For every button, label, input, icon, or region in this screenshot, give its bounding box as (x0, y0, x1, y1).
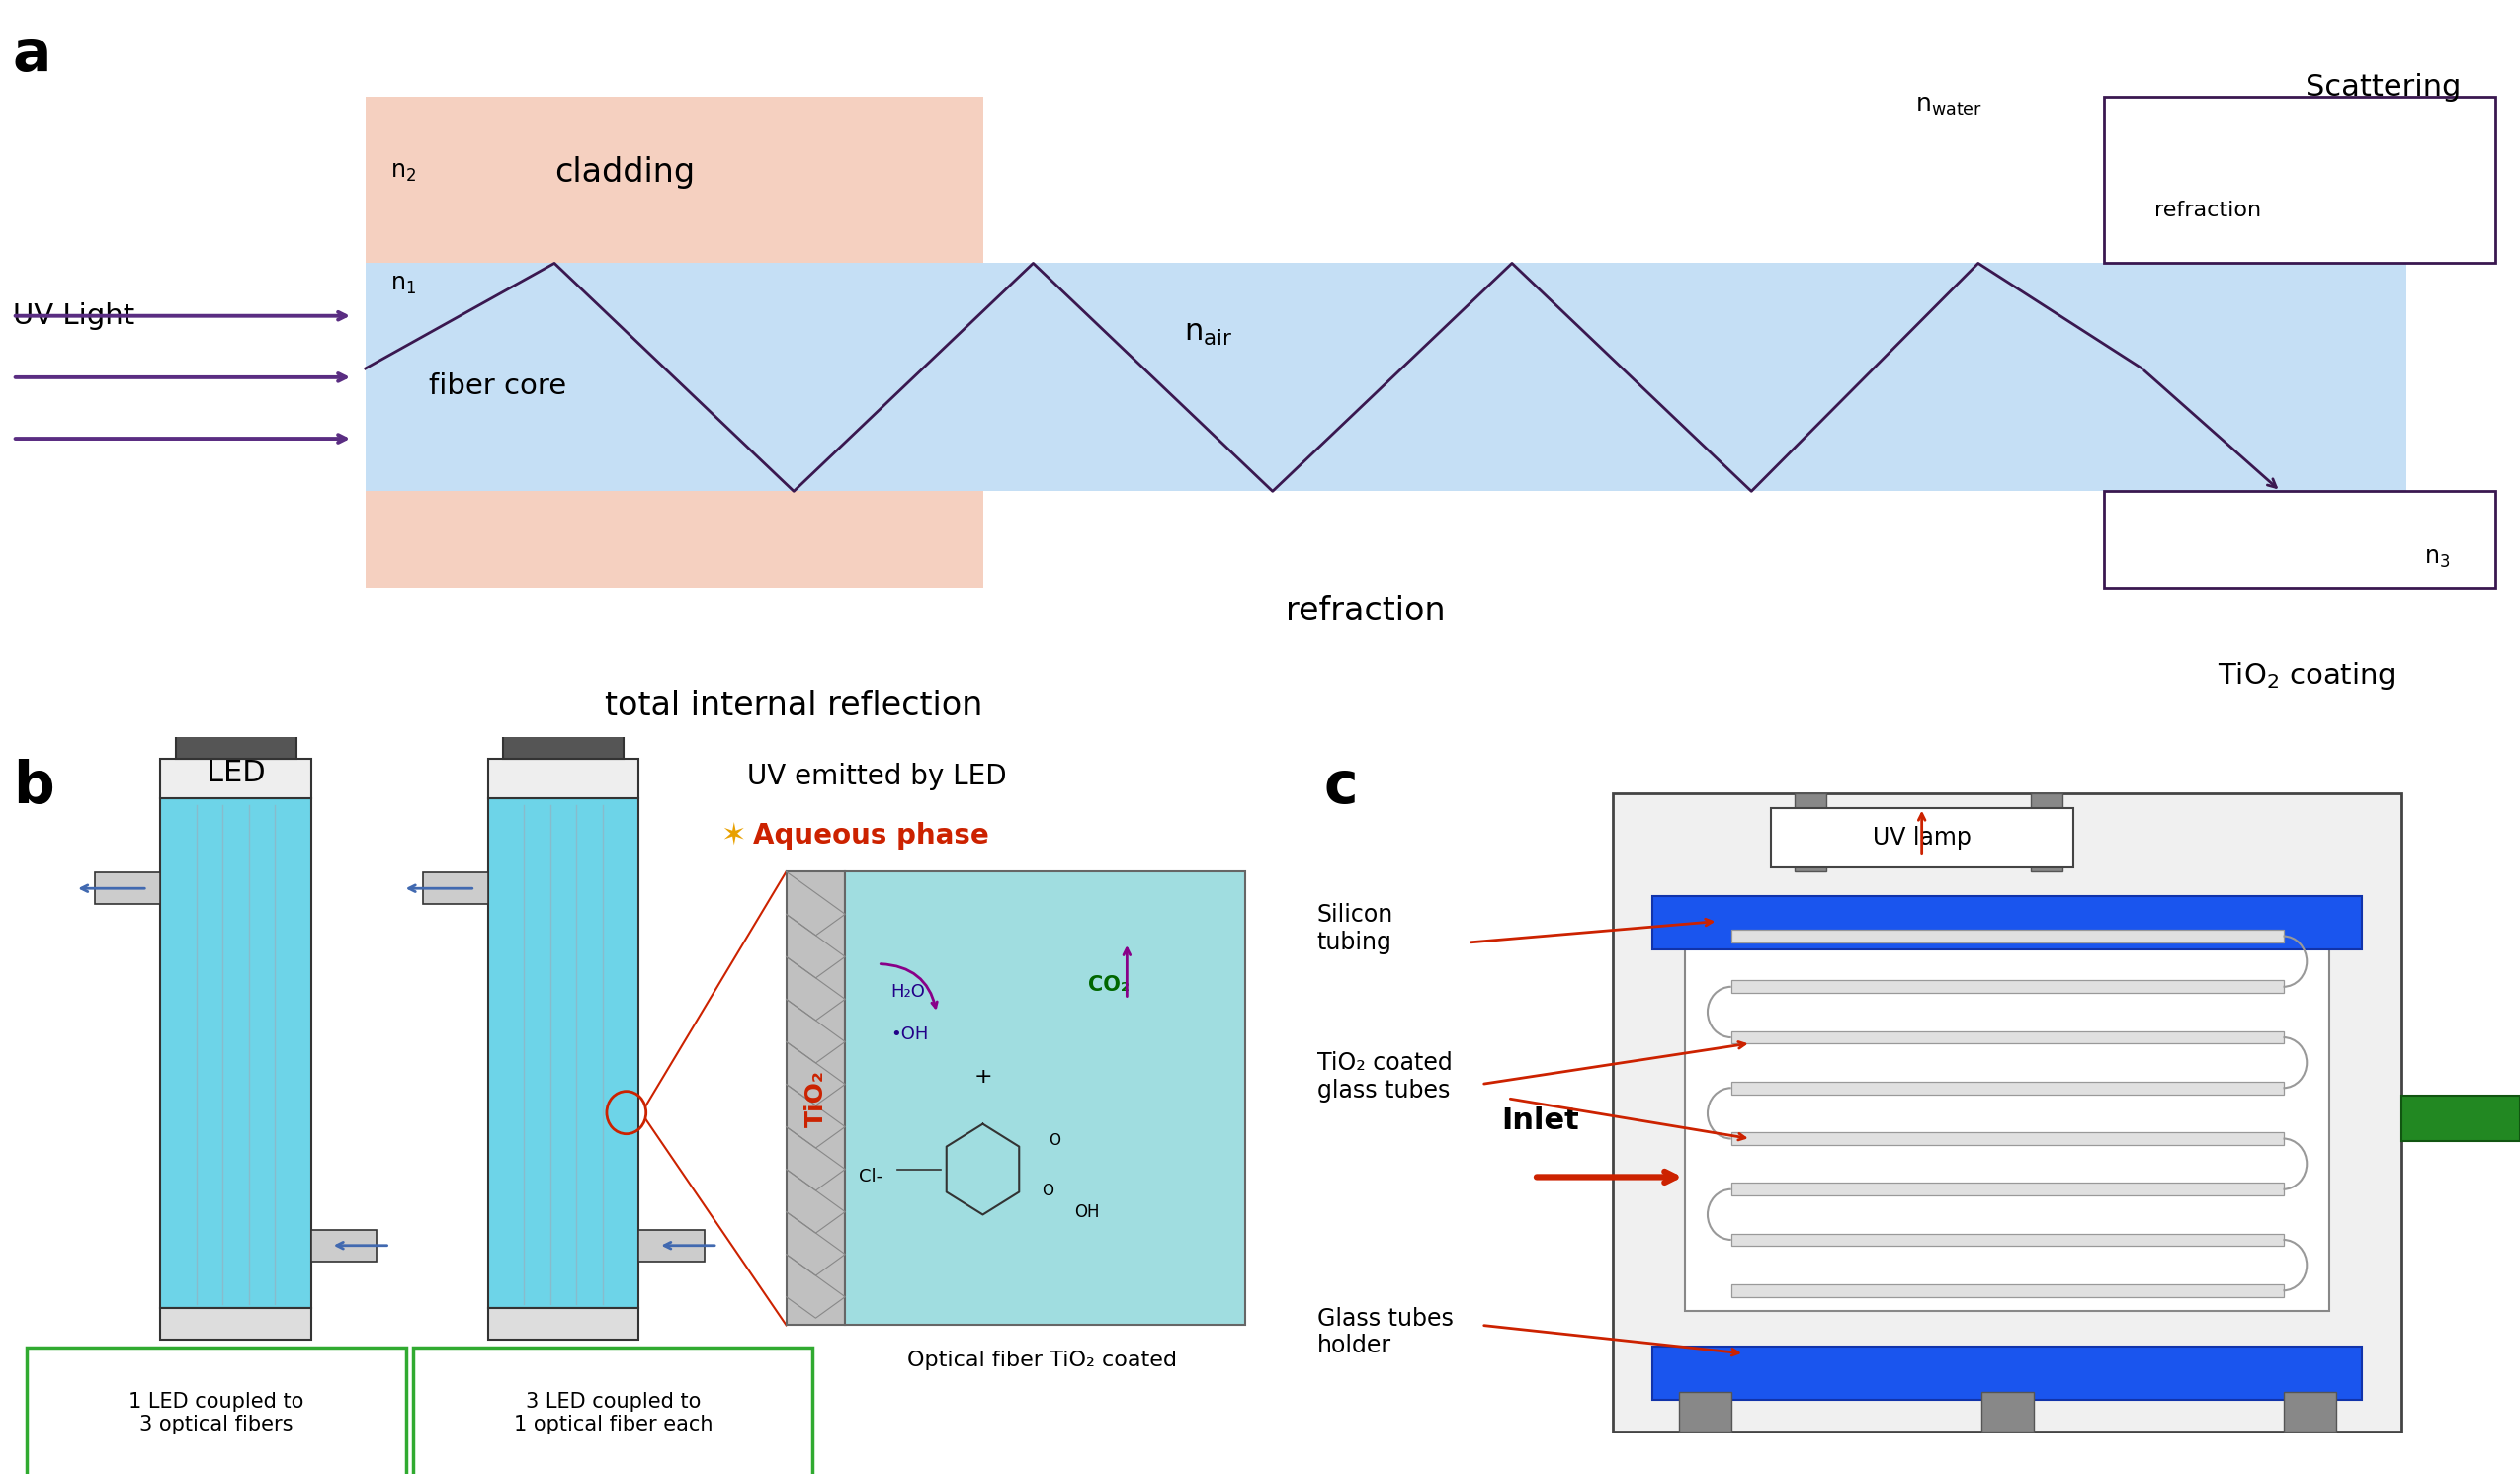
Bar (423, 873, 489, 904)
Bar (491, 684, 537, 727)
Text: +: + (973, 1067, 993, 1086)
Bar (844, 871, 1245, 1325)
Bar (1731, 1132, 2283, 1145)
Text: n$_2$: n$_2$ (391, 161, 416, 184)
Text: refraction: refraction (2155, 200, 2260, 221)
Bar (96, 873, 161, 904)
Text: Cl-: Cl- (859, 1167, 882, 1185)
Bar (1686, 929, 2328, 1310)
Bar (1731, 1284, 2283, 1297)
Bar (1772, 808, 2074, 867)
FancyBboxPatch shape (25, 1347, 406, 1474)
Text: UV lamp: UV lamp (1872, 825, 1971, 849)
Text: O: O (1048, 1134, 1061, 1148)
Bar (489, 1309, 638, 1340)
Bar (542, 684, 585, 727)
Bar (1678, 1391, 1731, 1431)
Bar (786, 871, 844, 1325)
Bar (207, 682, 265, 727)
Text: UV Light: UV Light (13, 302, 134, 330)
Text: UV emitted by LED: UV emitted by LED (746, 762, 1005, 790)
Text: Silicon
tubing: Silicon tubing (1318, 902, 1394, 954)
Text: cladding: cladding (554, 156, 696, 189)
Bar (1731, 1030, 2283, 1044)
Bar (312, 1229, 378, 1262)
Bar (2104, 491, 2495, 588)
Bar (1653, 896, 2361, 949)
FancyBboxPatch shape (413, 1347, 811, 1474)
Bar (489, 797, 638, 1309)
Text: •OH: •OH (892, 1026, 930, 1044)
Bar (2402, 1095, 2520, 1141)
Text: Aqueous phase: Aqueous phase (753, 822, 990, 850)
Bar (1731, 1082, 2283, 1094)
Text: Inlet: Inlet (1502, 1106, 1580, 1135)
Text: total internal reflection: total internal reflection (605, 690, 983, 722)
Bar (2031, 793, 2061, 871)
Bar (161, 758, 310, 797)
Text: Scattering: Scattering (2306, 74, 2462, 102)
Text: O: O (1041, 1184, 1053, 1198)
Text: ✶: ✶ (721, 822, 746, 850)
Text: a: a (13, 27, 50, 83)
Bar (176, 727, 297, 758)
Bar (365, 96, 983, 264)
Bar (1981, 1391, 2034, 1431)
Text: TiO₂ coated
glass tubes: TiO₂ coated glass tubes (1318, 1051, 1452, 1103)
Bar (489, 758, 638, 797)
Text: TiO₂: TiO₂ (804, 1070, 827, 1128)
Text: refraction: refraction (1285, 594, 1444, 626)
Text: TiO$_2$ coating: TiO$_2$ coating (2218, 660, 2394, 691)
Text: Optical fiber TiO₂ coated: Optical fiber TiO₂ coated (907, 1350, 1177, 1371)
Text: 3 LED coupled to
1 optical fiber each: 3 LED coupled to 1 optical fiber each (514, 1391, 713, 1434)
Bar (1731, 1234, 2283, 1246)
Text: n$_{\rm air}$: n$_{\rm air}$ (1184, 318, 1232, 348)
Bar (1731, 930, 2283, 942)
Text: H₂O: H₂O (892, 983, 925, 1001)
Text: LED: LED (207, 758, 265, 787)
Bar (1613, 793, 2402, 1431)
Text: n$_3$: n$_3$ (2424, 547, 2449, 570)
Text: c: c (1323, 758, 1358, 815)
Text: OH: OH (1074, 1203, 1099, 1220)
Bar (638, 1229, 703, 1262)
Text: n$_{\rm water}$: n$_{\rm water}$ (1915, 93, 1983, 116)
Text: Glass tubes
holder: Glass tubes holder (1318, 1306, 1454, 1358)
Text: b: b (13, 758, 55, 815)
Bar (1794, 793, 1827, 871)
Bar (1731, 1182, 2283, 1195)
Bar (1731, 980, 2283, 993)
Bar (592, 684, 635, 727)
Bar (1653, 1346, 2361, 1400)
Bar (2283, 1391, 2336, 1431)
Bar (161, 1309, 310, 1340)
Text: 1 LED coupled to
3 optical fibers: 1 LED coupled to 3 optical fibers (129, 1391, 305, 1434)
Bar (365, 491, 983, 588)
Text: fiber core: fiber core (428, 373, 567, 399)
Bar (504, 727, 625, 758)
Bar (2104, 96, 2495, 264)
Bar (365, 264, 2407, 491)
Text: CO₂: CO₂ (1089, 976, 1129, 995)
Bar (161, 797, 310, 1309)
Text: n$_1$: n$_1$ (391, 273, 416, 296)
